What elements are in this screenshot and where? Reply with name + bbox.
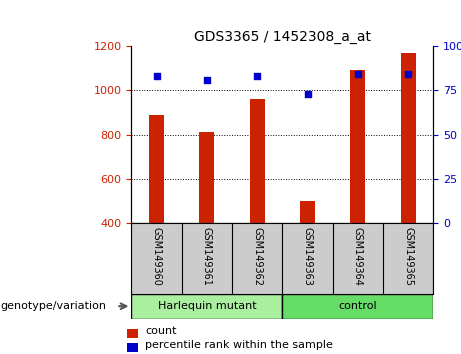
Text: count: count (145, 326, 177, 336)
Point (153, 73, 160, 79)
Text: GSM149364: GSM149364 (353, 227, 363, 285)
Bar (149, 115, 164, 223)
Text: GSM149361: GSM149361 (202, 227, 212, 285)
Point (254, 73, 261, 79)
Bar (350, 70, 366, 223)
Bar (401, 53, 416, 223)
Title: GDS3365 / 1452308_a_at: GDS3365 / 1452308_a_at (194, 30, 371, 44)
Point (354, 72, 361, 77)
Bar (282, 294, 433, 319)
Point (304, 91, 311, 97)
Point (404, 72, 412, 77)
Text: GSM149362: GSM149362 (252, 227, 262, 286)
Text: control: control (338, 301, 377, 311)
Bar (199, 132, 214, 223)
Bar (131, 294, 282, 319)
Point (203, 77, 211, 82)
Text: genotype/variation: genotype/variation (0, 301, 106, 311)
Text: GSM149365: GSM149365 (403, 227, 413, 286)
Text: Harlequin mutant: Harlequin mutant (158, 301, 256, 311)
Text: percentile rank within the sample: percentile rank within the sample (145, 340, 333, 350)
Text: GSM149363: GSM149363 (302, 227, 313, 285)
Text: GSM149360: GSM149360 (152, 227, 161, 285)
Bar (300, 201, 315, 223)
Bar (250, 99, 265, 223)
